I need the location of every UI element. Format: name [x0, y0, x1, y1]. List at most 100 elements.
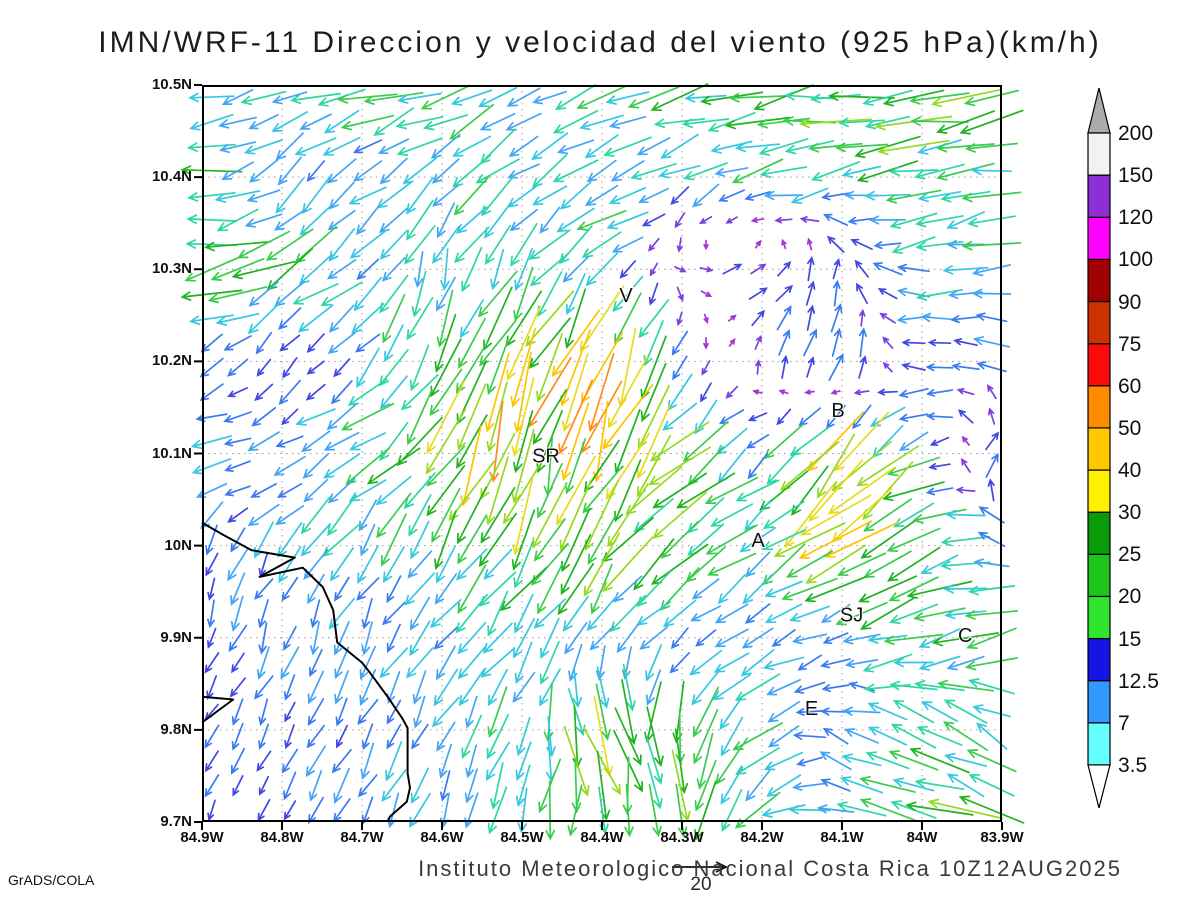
wind-arrow: [457, 515, 487, 565]
wind-arrow: [248, 114, 279, 130]
wind-arrow: [804, 389, 815, 395]
wind-arrow: [406, 297, 434, 341]
wind-arrow: [333, 358, 351, 378]
wind-arrow: [386, 623, 401, 654]
wind-arrow: [720, 766, 744, 805]
wind-arrow: [775, 284, 794, 303]
wind-arrow: [596, 666, 610, 709]
wind-arrow: [278, 307, 302, 330]
wind-arrow: [282, 357, 298, 379]
wind-arrow: [244, 213, 283, 228]
wind-arrow: [748, 287, 769, 300]
wind-arrow: [805, 280, 816, 306]
wind-arrow: [572, 667, 583, 709]
colorbar-label: 12.5: [1118, 669, 1159, 693]
wind-arrow: [210, 257, 265, 281]
wind-arrow: [510, 328, 536, 408]
wind-arrow: [747, 452, 769, 480]
wind-arrow: [409, 620, 431, 657]
wind-arrow: [351, 303, 385, 334]
wind-arrow: [636, 570, 671, 608]
wind-arrow: [670, 627, 689, 650]
wind-arrow: [872, 262, 903, 276]
colorbar-label: 100: [1118, 248, 1154, 272]
wind-arrow: [891, 236, 936, 254]
wind-arrow: [822, 213, 849, 226]
wind-arrow: [204, 724, 220, 749]
station-label: B: [831, 400, 844, 422]
wind-arrow: [300, 496, 331, 535]
wind-arrow: [486, 340, 509, 396]
wind-arrow: [827, 466, 896, 515]
wind-arrow: [513, 410, 534, 474]
wind-arrow: [536, 463, 563, 519]
wind-arrow: [630, 162, 677, 180]
wind-arrow: [452, 135, 492, 157]
wind-arrow: [334, 646, 350, 680]
wind-arrow: [456, 414, 488, 469]
wind-arrow: [885, 189, 942, 204]
wind-arrow: [916, 725, 963, 746]
wind-arrow: [925, 363, 954, 372]
wind-arrow: [323, 453, 361, 479]
wind-arrow: [433, 668, 459, 707]
wind-arrow: [207, 286, 268, 304]
wind-arrow: [328, 227, 356, 262]
wind-arrow: [649, 262, 659, 277]
station-label: SR: [532, 445, 560, 467]
wind-arrow: [254, 383, 274, 402]
lon-tick-label: 84.1W: [820, 829, 864, 846]
wind-arrow: [465, 744, 478, 779]
wind-arrow: [295, 408, 336, 426]
wind-arrow: [298, 253, 333, 285]
wind-arrow: [608, 186, 647, 205]
wind-arrow: [972, 704, 1011, 718]
wind-arrow: [811, 161, 861, 182]
wind-arrow: [515, 741, 532, 781]
lon-tick-label: 84W: [906, 829, 938, 846]
wind-arrow: [964, 142, 1019, 153]
wind-arrow: [777, 261, 792, 277]
wind-arrow: [525, 290, 575, 347]
wind-arrow: [882, 89, 945, 107]
wind-arrow: [510, 222, 538, 267]
wind-arrow: [619, 260, 637, 279]
wind-arrow: [303, 478, 329, 503]
wind-arrow: [278, 545, 302, 584]
wind-arrow: [929, 436, 950, 446]
wind-arrow: [281, 576, 299, 602]
wind-arrow: [302, 453, 329, 479]
wind-arrow: [771, 629, 796, 648]
wind-arrow: [691, 669, 721, 706]
plot-frame: [202, 85, 1002, 822]
wind-arrow: [306, 724, 325, 749]
wind-arrow: [486, 381, 508, 453]
wind-arrow: [204, 750, 219, 773]
wind-arrow: [850, 238, 873, 250]
colorbar-label: 120: [1118, 206, 1154, 230]
wind-arrow: [652, 472, 708, 509]
lat-tick-label: 9.7N: [160, 813, 192, 830]
wind-arrow: [888, 166, 939, 177]
wind-arrow: [722, 263, 743, 275]
wind-arrow: [232, 775, 244, 797]
wind-arrow: [898, 387, 929, 398]
wind-arrow: [361, 796, 374, 825]
wind-arrow: [223, 335, 252, 351]
wind-arrow: [936, 679, 994, 692]
wind-arrow: [627, 86, 680, 109]
wind-arrow: [879, 312, 896, 324]
wind-arrow: [420, 84, 471, 110]
wind-arrow: [247, 503, 280, 527]
wind-arrow: [608, 115, 647, 129]
wind-arrow: [859, 775, 916, 793]
colorbar-segment: [1087, 258, 1111, 303]
colorbar-over-arrow: [1087, 87, 1111, 134]
wind-arrow: [356, 258, 380, 281]
wind-arrow: [353, 276, 383, 312]
wind-arrow: [230, 747, 246, 775]
wind-arrow: [533, 518, 566, 562]
wind-arrow: [413, 251, 424, 289]
wind-arrow: [774, 216, 793, 224]
wind-arrow: [909, 747, 970, 774]
